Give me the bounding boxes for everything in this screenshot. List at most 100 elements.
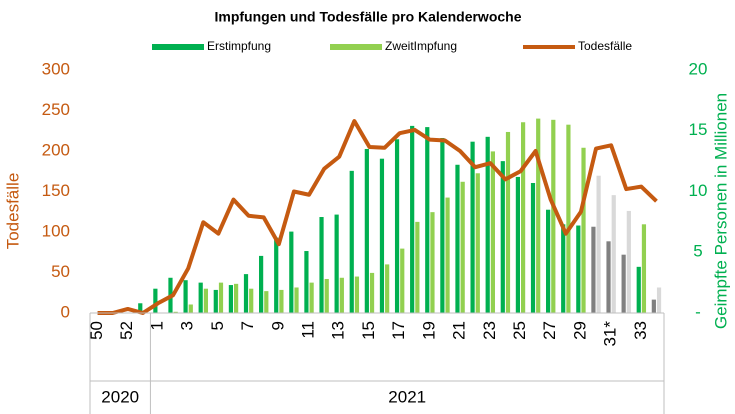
x-tick-label: 15	[359, 321, 378, 340]
y2-tick-label: 10	[689, 181, 708, 200]
bar	[319, 217, 324, 313]
chart-title: Impfungen und Todesfälle pro Kalenderwoc…	[215, 9, 522, 25]
bar	[521, 122, 526, 314]
legend-label: ZweitImpfung	[385, 39, 457, 53]
bar	[400, 248, 405, 313]
x-tick-label: 5	[208, 321, 227, 330]
bar	[394, 139, 400, 313]
bar	[364, 148, 369, 313]
bar	[536, 118, 541, 313]
bar	[218, 282, 224, 313]
year-label: 2020	[101, 387, 139, 406]
y-tick-label: 150	[42, 181, 70, 200]
x-tick-label: 3	[178, 321, 197, 330]
bar	[234, 283, 239, 313]
x-tick-label: 31*	[601, 321, 620, 347]
bar	[415, 221, 420, 313]
bar	[173, 311, 178, 313]
bar	[455, 164, 460, 313]
bar	[153, 288, 158, 313]
bar	[188, 304, 193, 313]
y-tick-label: 200	[42, 140, 70, 159]
legend-swatch	[152, 44, 204, 50]
x-tick-label: 19	[419, 321, 438, 340]
bar	[304, 251, 309, 313]
x-tick-label: 21	[450, 321, 469, 340]
bar	[334, 214, 339, 313]
bar	[485, 136, 490, 313]
bar	[243, 274, 249, 313]
x-tick-label: 33	[631, 321, 650, 340]
y-tick-label: 100	[42, 221, 70, 240]
bar	[490, 151, 495, 313]
bar	[198, 282, 203, 313]
x-tick-label: 23	[480, 321, 499, 340]
y-tick-label: 300	[42, 59, 70, 78]
bar	[561, 224, 566, 313]
y2-tick-label: 15	[689, 120, 708, 139]
bar	[369, 272, 375, 313]
bar	[349, 170, 354, 313]
bar	[249, 288, 254, 313]
bar	[228, 285, 233, 313]
bar	[611, 195, 616, 313]
y-tick-label: 250	[42, 100, 70, 119]
bar	[651, 299, 656, 313]
bar	[289, 231, 294, 313]
bar	[500, 161, 505, 313]
x-tick-label: 50	[87, 321, 106, 340]
bar	[621, 254, 626, 313]
y2-tick-label: -	[695, 302, 701, 321]
bar	[576, 225, 581, 313]
bar	[324, 278, 329, 313]
bar	[505, 131, 511, 313]
year-label: 2021	[388, 387, 426, 406]
bar	[294, 287, 299, 313]
bar	[385, 264, 390, 313]
x-tick-label: 13	[329, 321, 348, 340]
bar	[430, 212, 435, 313]
bar	[339, 277, 344, 313]
x-tick-label: 9	[268, 321, 287, 330]
y2-axis-label: Geimpfte Personen in Millionen	[711, 93, 730, 329]
bar	[515, 176, 520, 313]
x-tick-label: 7	[238, 321, 257, 330]
bar	[410, 125, 415, 313]
bar	[596, 175, 601, 313]
bar	[656, 287, 662, 313]
bar	[591, 226, 596, 313]
legend-label: Erstimpfung	[207, 39, 271, 53]
bar	[445, 197, 450, 313]
bar	[259, 255, 264, 313]
x-tick-label: 52	[117, 321, 136, 340]
x-tick-label: 27	[540, 321, 559, 340]
bar	[183, 280, 188, 313]
bar	[138, 303, 143, 313]
y-tick-label: 50	[51, 262, 70, 281]
x-tick-label: 29	[570, 321, 589, 340]
y-axis-label: Todesfälle	[3, 173, 22, 250]
x-tick-label: 17	[389, 321, 408, 340]
y-tick-label: 0	[61, 302, 70, 321]
y2-tick-label: 5	[693, 242, 702, 261]
legend-label: Todesfälle	[578, 39, 632, 53]
bar	[641, 224, 647, 313]
bar	[203, 288, 208, 313]
line	[97, 119, 658, 315]
bar	[470, 141, 475, 313]
bar	[581, 147, 586, 313]
bar	[274, 237, 279, 313]
bar	[379, 158, 385, 313]
x-tick-label: 11	[299, 321, 318, 339]
bar	[636, 266, 641, 313]
bar	[279, 289, 284, 313]
bar	[425, 127, 430, 313]
bar	[566, 124, 571, 313]
bar	[213, 289, 218, 313]
bar	[354, 276, 360, 313]
bar	[460, 181, 465, 313]
bar	[530, 182, 536, 313]
bar	[606, 241, 611, 313]
bar	[309, 282, 314, 313]
